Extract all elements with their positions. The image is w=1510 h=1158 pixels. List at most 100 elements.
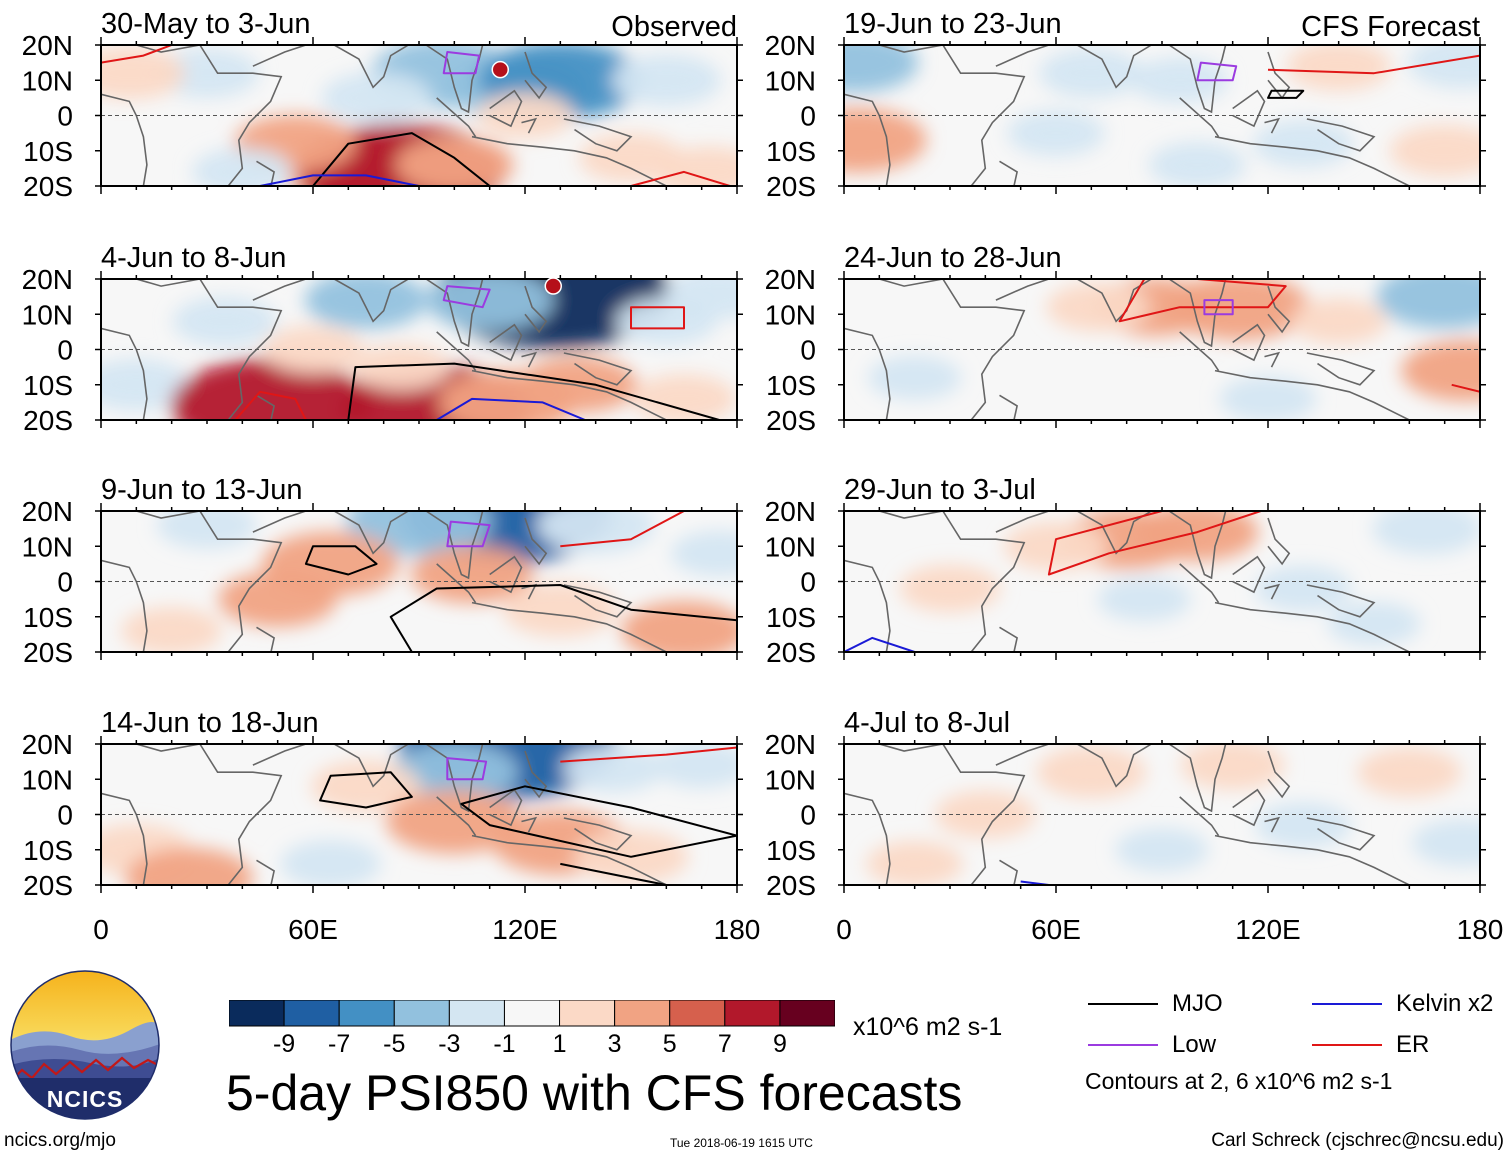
legend-label: Kelvin x2 [1396, 990, 1494, 1017]
colorbar-tick-label: -1 [493, 1030, 516, 1058]
x-tick-label: 60E [1031, 914, 1081, 945]
coastline [524, 51, 548, 100]
anomaly-5-5 [1407, 45, 1480, 89]
footer-site[interactable]: ncics.org/mjo [4, 1130, 116, 1151]
coastline [1306, 584, 1376, 618]
anomaly-8-1 [1036, 746, 1147, 799]
anomaly-3-6 [218, 571, 338, 628]
panel-period-title: 19-Jun to 23-Jun [844, 8, 1062, 40]
coastline [1267, 750, 1291, 799]
anomaly-5-3 [1131, 57, 1229, 104]
anomaly-5-4 [1286, 45, 1391, 91]
anomaly-4-9 [125, 847, 254, 885]
colorbar-tick-label: 9 [772, 1030, 787, 1058]
coastline [844, 511, 1026, 652]
coastline [995, 45, 1050, 67]
coastline [1179, 563, 1220, 604]
coastline [524, 285, 548, 334]
anomaly-3-3 [536, 511, 656, 554]
colorbar-tick-label: -5 [383, 1030, 406, 1058]
contour-line [1047, 511, 1262, 576]
coastline [1168, 744, 1227, 813]
coastline [489, 788, 523, 827]
coastline [524, 517, 548, 566]
y-tick-label: 10S [766, 835, 816, 866]
panel-4: 20N 10N 0 10S 20S 14-Jun to 18-Jun 0 60E 120E 180 [22, 707, 761, 945]
coastline [101, 792, 148, 885]
y-tick-label: 20S [23, 637, 73, 668]
contour-line [347, 362, 720, 420]
y-tick-label: 20N [22, 30, 73, 61]
x-tick-label: 120E [1235, 914, 1300, 945]
coastline [521, 117, 538, 134]
contour-line [560, 862, 667, 885]
anomaly-7-3 [1003, 521, 1109, 571]
coastline [471, 369, 667, 420]
anomaly-2-5 [664, 279, 737, 320]
coastline [844, 93, 891, 186]
coastline [101, 279, 283, 420]
anomaly-6-3 [1046, 282, 1151, 332]
colorbar-swatch [393, 1000, 450, 1027]
anomaly-1-11 [394, 136, 514, 186]
coastline [844, 45, 1026, 186]
y-tick-label: 20N [765, 264, 816, 295]
y-tick-label: 0 [57, 101, 73, 132]
coastline [256, 626, 276, 652]
y-tick-label: 10N [765, 531, 816, 562]
anomaly-4-2 [390, 744, 519, 803]
storm-marker [544, 277, 563, 295]
coastline [1232, 788, 1266, 827]
coastline [425, 279, 484, 348]
coastline [256, 394, 276, 420]
y-tick-label: 20S [766, 870, 816, 901]
anomaly-2-14 [352, 344, 450, 391]
panel-7: 20N 10N 0 10S 20S 29-Jun to 3-Jul [765, 474, 1486, 668]
anomaly-4-11 [653, 744, 737, 789]
y-tick-label: 20S [766, 637, 816, 668]
coastline [1179, 97, 1220, 138]
coastline [101, 511, 283, 652]
panel-6: 20N 10N 0 10S 20S 24-Jun to 28-Jun [765, 242, 1486, 436]
panel-period-title: 14-Jun to 18-Jun [101, 707, 319, 739]
contour-line [436, 397, 586, 420]
anomaly-1-7 [101, 46, 186, 100]
coastline [563, 817, 633, 851]
coastline [471, 601, 667, 652]
coastline [256, 859, 276, 885]
storm-marker [491, 60, 510, 79]
y-tick-label: 10N [765, 299, 816, 330]
colorbar-swatch [559, 1000, 616, 1027]
y-tick-label: 0 [800, 335, 816, 366]
colorbar-tick-label: 3 [607, 1030, 622, 1058]
contour-line [389, 584, 737, 652]
contour-line [1196, 61, 1238, 82]
coastline [1232, 323, 1266, 362]
coastline [563, 118, 633, 152]
footer-author[interactable]: Carl Schreck (cjschrec@ncsu.edu) [1211, 1130, 1504, 1151]
y-tick-label: 0 [800, 101, 816, 132]
coastline [333, 744, 409, 788]
legend-label: MJO [1172, 990, 1223, 1017]
y-tick-label: 20N [765, 496, 816, 527]
colorbar [229, 1000, 835, 1027]
coastline [1267, 517, 1291, 566]
panel-8: 20N 10N 0 10S 20S 4-Jul to 8-Jul 0 60E 120E 180 [765, 707, 1504, 945]
anomaly-2-12 [631, 374, 737, 420]
legend-label: ER [1396, 1031, 1430, 1058]
panel-period-title: 4-Jul to 8-Jul [844, 707, 1010, 739]
coastline [436, 563, 477, 604]
coastline [252, 279, 307, 301]
coastline [1306, 352, 1376, 386]
anomaly-1-4 [321, 71, 432, 124]
anomaly-8-7 [1115, 827, 1209, 872]
coastline [1076, 511, 1152, 555]
legend-label: Low [1172, 1031, 1217, 1058]
panel-2: 20N 10N 0 10S 20S 4-Jun to 8-Jun [22, 242, 743, 436]
coastline [1264, 117, 1281, 134]
coastline [1168, 45, 1227, 114]
contour-line [312, 132, 491, 186]
coastline [1076, 45, 1152, 89]
y-tick-label: 10N [22, 65, 73, 96]
colorbar-swatch [779, 1000, 835, 1027]
